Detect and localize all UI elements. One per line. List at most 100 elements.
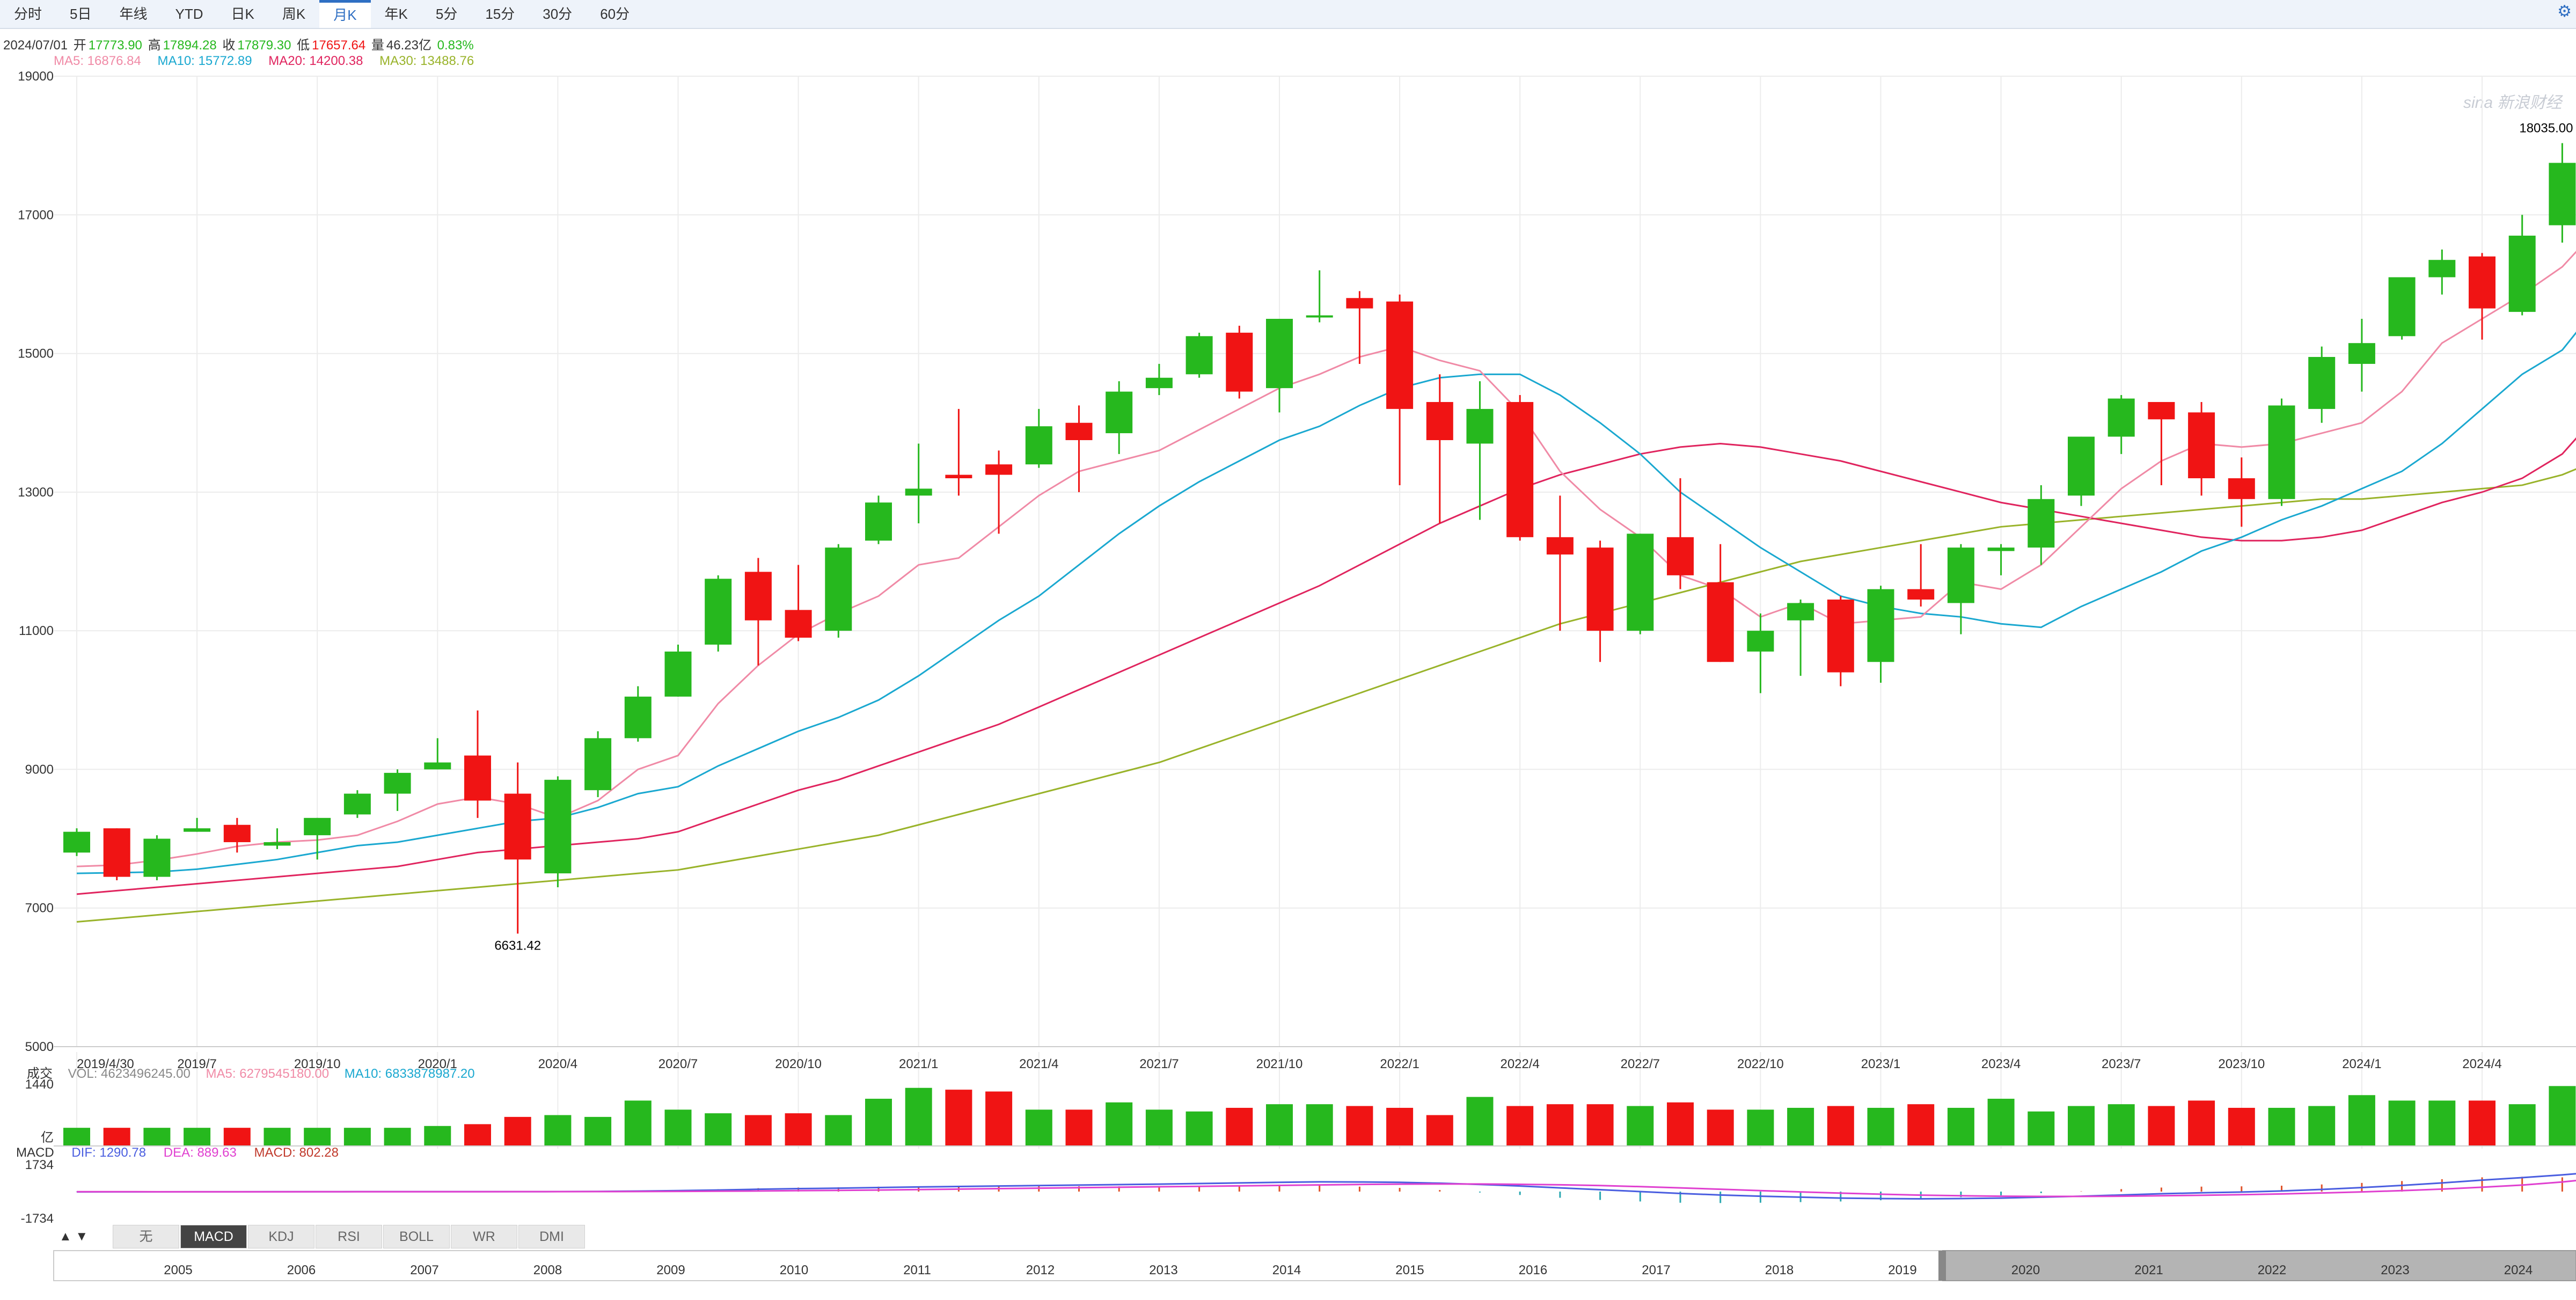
candle-body-15	[664, 651, 692, 697]
low-value: 17657.64	[312, 38, 366, 53]
indicator-tab-1[interactable]: MACD	[180, 1225, 247, 1248]
candle-body-49	[2028, 499, 2055, 548]
navigator-year-13: 2018	[1765, 1263, 1794, 1277]
candle-body-23	[985, 464, 1013, 475]
candle-body-47	[1947, 547, 1974, 603]
close-label: 收	[222, 38, 236, 53]
indicator-tab-4[interactable]: BOLL	[383, 1225, 450, 1248]
navigator-year-6: 2011	[903, 1263, 931, 1277]
ma5-legend: MA5: 16876.84	[54, 54, 141, 68]
candle-body-30	[1266, 319, 1293, 389]
volume-bar-13	[584, 1116, 612, 1146]
x-tick-label-15: 2023/1	[1861, 1057, 1900, 1071]
volume-bar-33	[1386, 1107, 1414, 1146]
volume-bar-9	[424, 1126, 451, 1146]
volume-bar-43	[1787, 1107, 1814, 1146]
y-tick-label-1: 7000	[25, 901, 54, 916]
y-tick-label-7: 19000	[18, 69, 54, 84]
candle-body-48	[1987, 547, 2015, 551]
candle-body-43	[1787, 603, 1814, 620]
tab-1[interactable]: 5日	[70, 6, 92, 22]
candle-body-31	[1306, 315, 1333, 318]
indicator-tab-3[interactable]: RSI	[316, 1225, 382, 1248]
candle-body-27	[1145, 377, 1173, 389]
candle-body-46	[1907, 589, 1935, 600]
tab-10[interactable]: 30分	[543, 6, 573, 22]
vol-title: 成交	[27, 1067, 53, 1081]
candle-body-29	[1226, 332, 1253, 392]
y-tick-label-2: 9000	[25, 762, 54, 777]
sina-logo: sina 新浪财经	[2463, 94, 2562, 112]
tab-11[interactable]: 60分	[600, 6, 630, 22]
tab-8[interactable]: 5分	[435, 6, 458, 22]
candle-body-57	[2348, 343, 2375, 364]
y-tick-label-5: 15000	[18, 347, 54, 361]
volume-bar-8	[384, 1128, 411, 1146]
tab-6[interactable]: 月K	[319, 0, 371, 28]
volume-bar-56	[2308, 1106, 2336, 1146]
tab-0[interactable]: 分时	[14, 6, 42, 22]
x-tick-label-14: 2022/10	[1737, 1057, 1784, 1071]
candle-body-17	[744, 572, 772, 620]
candle-body-61	[2508, 236, 2536, 312]
volume-bar-62	[2549, 1086, 2576, 1146]
volume-bar-50	[2068, 1106, 2095, 1146]
volume-bar-20	[865, 1099, 892, 1146]
volume-bar-53	[2188, 1100, 2215, 1146]
volume-bar-26	[1106, 1102, 1133, 1146]
candle-body-33	[1386, 301, 1414, 409]
navigator-year-19: 2024	[2504, 1263, 2533, 1277]
candle-body-53	[2188, 412, 2215, 479]
macd-legend: MACD DIF: 1290.78 DEA: 889.63 MACD: 802.…	[16, 1145, 353, 1160]
candle-body-41	[1707, 582, 1734, 662]
x-tick-label-1: 2019/7	[177, 1057, 216, 1071]
candle-body-12	[544, 779, 572, 874]
x-tick-label-13: 2022/7	[1621, 1057, 1660, 1071]
candle-body-21	[905, 488, 932, 496]
range-handle-left	[1938, 1251, 1946, 1281]
navigator-year-12: 2017	[1642, 1263, 1670, 1277]
ma10-line	[76, 331, 2576, 874]
collapse-arrows[interactable]: ▲ ▼	[59, 1229, 89, 1244]
volume-bar-16	[705, 1113, 732, 1146]
candle-body-25	[1065, 422, 1093, 440]
candle-body-51	[2107, 398, 2135, 437]
x-tick-label-8: 2021/4	[1019, 1057, 1058, 1071]
ma20-legend: MA20: 14200.38	[268, 54, 363, 68]
extreme-label-0: 18035.00	[2519, 121, 2573, 136]
period-tab-bar: 分时 5日 年线 YTD 日K 周K 月K 年K 5分 15分 30分 60分	[0, 0, 2576, 29]
volume-bar-3	[184, 1128, 211, 1146]
tab-9[interactable]: 15分	[485, 6, 515, 22]
volume-bar-47	[1947, 1107, 1974, 1146]
macd-value-legend: MACD: 802.28	[254, 1145, 339, 1160]
indicator-tab-2[interactable]: KDJ	[248, 1225, 314, 1248]
tab-7[interactable]: 年K	[384, 6, 408, 22]
volume-bar-36	[1506, 1106, 1534, 1146]
candle-body-6	[304, 817, 331, 836]
high-value: 17894.28	[163, 38, 217, 53]
open-value: 17773.90	[88, 38, 142, 53]
tab-4[interactable]: 日K	[231, 6, 254, 22]
candle-body-11	[504, 793, 531, 860]
indicator-tab-5[interactable]: WR	[451, 1225, 517, 1248]
navigator-year-16: 2021	[2134, 1263, 2163, 1277]
x-tick-label-19: 2024/1	[2342, 1057, 2381, 1071]
navigator-year-15: 2020	[2011, 1263, 2040, 1277]
candle-body-0	[63, 831, 90, 853]
indicator-tab-0[interactable]: 无	[113, 1225, 179, 1248]
candle-body-24	[1025, 426, 1052, 465]
tab-3[interactable]: YTD	[175, 6, 203, 22]
volume-bar-1	[103, 1128, 130, 1146]
volume-bar-12	[544, 1115, 572, 1146]
candle-body-9	[424, 762, 451, 770]
tab-5[interactable]: 周K	[282, 6, 306, 22]
tab-2[interactable]: 年线	[119, 6, 148, 22]
settings-icon[interactable]: ⚙	[2557, 3, 2572, 20]
navigator-year-18: 2023	[2381, 1263, 2409, 1277]
volume-bar-29	[1226, 1107, 1253, 1146]
volume-legend: 成交 VOL: 4623496245.00 MA5: 6279545180.00…	[27, 1063, 487, 1082]
candle-body-26	[1106, 391, 1133, 434]
x-tick-label-20: 2024/4	[2462, 1057, 2501, 1071]
indicator-tab-6[interactable]: DMI	[518, 1225, 585, 1248]
volume-bar-52	[2148, 1106, 2175, 1146]
